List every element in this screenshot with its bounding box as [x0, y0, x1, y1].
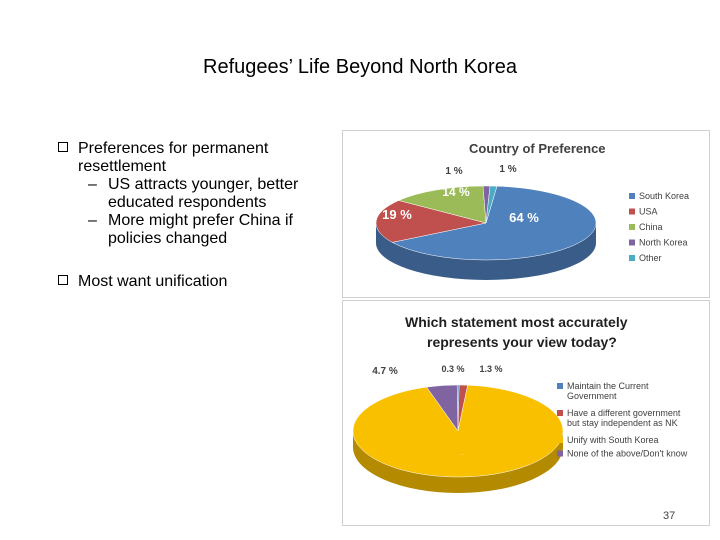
- legend-label: USA: [639, 207, 658, 217]
- legend-label: North Korea: [639, 238, 688, 248]
- bullet-text: Most want unification: [78, 273, 228, 290]
- bullet-item: Preferences for permanent resettlement: [58, 140, 340, 176]
- bullet-text: Preferences for permanent: [78, 140, 269, 157]
- data-label: 1 %: [499, 164, 516, 175]
- legend-swatch: [629, 255, 635, 261]
- sub-bullet-text: policies changed: [108, 230, 228, 247]
- chart-title-line: represents your view today?: [427, 334, 617, 350]
- legend-swatch: [557, 410, 563, 416]
- legend-label: Have a different government: [567, 408, 681, 418]
- view-statement-chart: Which statement most accurately represen…: [352, 314, 688, 522]
- data-label: 14 %: [442, 185, 470, 199]
- dash-bullet: –: [88, 176, 97, 193]
- legend-label: Government: [567, 391, 617, 401]
- chart-title: Country of Preference: [469, 141, 606, 156]
- data-label: 19 %: [382, 207, 412, 222]
- country-preference-chart: Country of Preference 64 % 19 % 14 % 1 % 1 %…: [375, 141, 689, 280]
- legend-swatch: [557, 383, 563, 389]
- legend-label: but stay independent as NK: [567, 418, 678, 428]
- chart-title-line: Which statement most accurately: [405, 314, 628, 330]
- checkbox-bullet-icon: [58, 142, 68, 152]
- legend-label: None of the above/Don't know: [567, 449, 688, 459]
- legend-label: Unify with South Korea: [567, 435, 659, 445]
- bullet-item: Most want unification: [58, 273, 340, 291]
- data-label: 4.7 %: [372, 366, 398, 377]
- legend-swatch: [557, 450, 563, 457]
- page-number: 37: [663, 510, 675, 522]
- legend-swatch: [629, 208, 635, 215]
- sub-bullet-text: More might prefer China if: [108, 212, 293, 229]
- view-statement-chart-panel: Which statement most accurately represen…: [342, 300, 710, 526]
- bullet-list: Preferences for permanent resettlement –…: [58, 140, 340, 291]
- slide-title: Refugees’ Life Beyond North Korea: [203, 56, 517, 78]
- pie-slice: [398, 185, 487, 224]
- dash-bullet: –: [88, 212, 97, 229]
- data-label: 1.3 %: [479, 364, 502, 374]
- sub-bullet-item: – US attracts younger, better educated r…: [58, 176, 340, 212]
- legend-label: Other: [639, 253, 662, 263]
- legend-swatch: [629, 239, 635, 246]
- data-label: 1 %: [445, 166, 462, 177]
- legend-swatch: [557, 437, 563, 443]
- pie-slice: [375, 200, 487, 243]
- pie-slice: [391, 185, 597, 261]
- pie-slice: [485, 185, 498, 224]
- pie-slice: [426, 384, 459, 432]
- legend-swatch: [629, 193, 635, 199]
- legend-label: Maintain the Current: [567, 381, 649, 391]
- sub-bullet-item: – More might prefer China if policies ch…: [58, 212, 340, 248]
- sub-bullet-text: educated respondents: [108, 194, 267, 211]
- legend-label: South Korea: [639, 191, 689, 201]
- sub-bullet-text: US attracts younger, better: [108, 176, 299, 193]
- legend-swatch: [629, 224, 635, 230]
- data-label: 93.7 %: [460, 454, 463, 456]
- data-label: 0.3 %: [441, 364, 464, 374]
- legend-label: China: [639, 222, 663, 232]
- bullet-text: resettlement: [78, 158, 167, 175]
- data-label: 64 %: [509, 210, 539, 225]
- checkbox-bullet-icon: [58, 275, 68, 285]
- country-preference-chart-panel: Country of Preference 64 % 19 % 14 % 1 % 1 %…: [342, 130, 710, 298]
